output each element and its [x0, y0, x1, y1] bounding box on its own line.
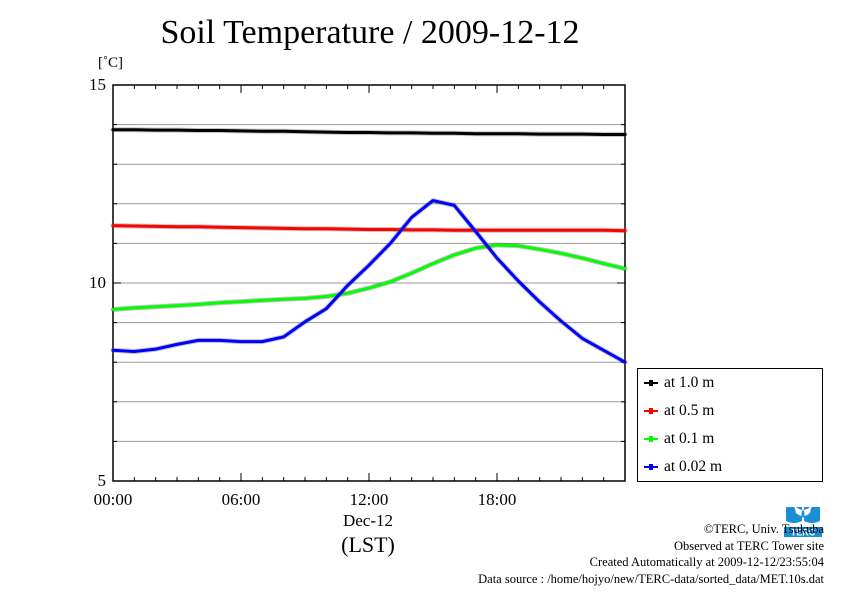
legend-swatch	[644, 464, 658, 470]
x-tick-label: 06:00	[221, 490, 261, 509]
chart-legend: at 1.0 m at 0.5 m at 0.1 m at 0.02 m	[637, 368, 823, 482]
logo-text: TERC	[791, 528, 816, 538]
series-line	[111, 224, 627, 233]
legend-label: at 1.0 m	[664, 374, 715, 391]
y-tick-label: 15	[89, 75, 106, 94]
chart-title: Soil Temperature / 2009-12-12	[160, 14, 580, 51]
legend-label: at 0.02 m	[664, 458, 723, 475]
y-tick-label: 5	[97, 471, 107, 490]
legend-item: at 0.02 m	[644, 457, 722, 477]
legend-item: at 0.1 m	[644, 429, 714, 449]
x-axis-timezone-label: (LST)	[341, 532, 395, 557]
series-line	[111, 243, 627, 311]
series-line	[111, 199, 627, 364]
credits-block: ©TERC, Univ. Tsukuba Observed at TERC To…	[478, 521, 824, 587]
legend-swatch	[644, 380, 658, 386]
data-source-text: Data source : /home/hojyo/new/TERC-data/…	[478, 571, 824, 586]
x-tick-label: 12:00	[349, 490, 389, 509]
y-axis-unit-label: [˚C]	[98, 55, 123, 71]
terc-logo-icon: TERC	[784, 505, 822, 538]
x-axis-date-label: Dec-12	[342, 511, 394, 530]
observation-site-text: Observed at TERC Tower site	[673, 538, 824, 553]
series-halo	[110, 242, 628, 312]
legend-item: at 0.5 m	[644, 401, 714, 421]
x-tick-label: 00:00	[93, 490, 133, 509]
copyright-text: ©TERC, Univ. Tsukuba	[703, 522, 824, 536]
legend-label: at 0.1 m	[664, 430, 715, 447]
x-tick-label: 18:00	[477, 490, 517, 509]
legend-swatch	[644, 408, 658, 414]
legend-item: at 1.0 m	[644, 373, 714, 393]
series-line	[111, 128, 627, 136]
legend-label: at 0.5 m	[664, 402, 715, 419]
creation-time-text: Created Automatically at 2009-12-12/23:5…	[589, 555, 824, 569]
y-tick-label: 10	[89, 273, 106, 292]
legend-swatch	[644, 436, 658, 442]
